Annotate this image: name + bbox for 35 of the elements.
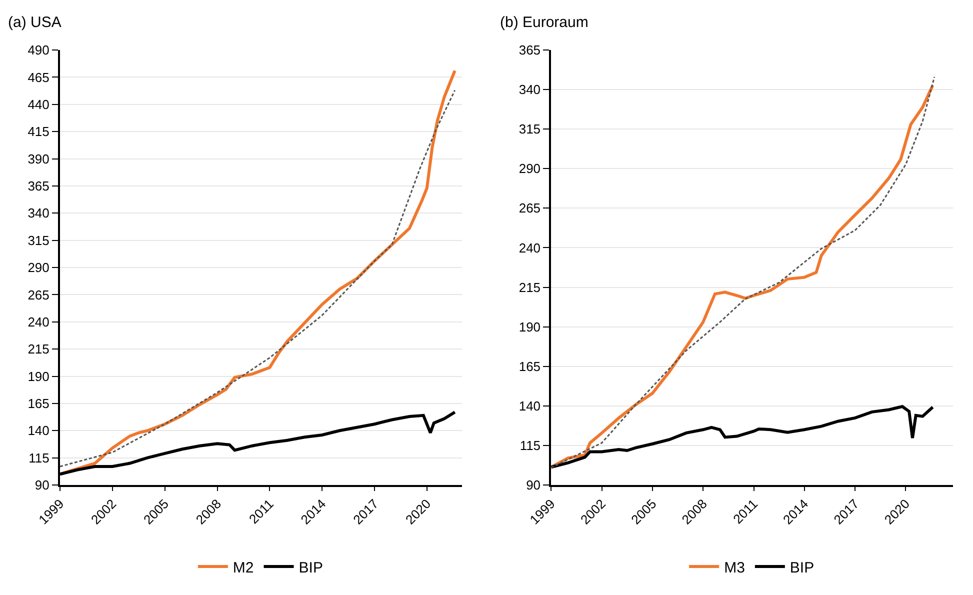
y-tick-label: 140 <box>518 398 541 414</box>
y-tick-label: 165 <box>518 358 541 374</box>
y-tick-label: 465 <box>28 70 50 85</box>
y-tick-label: 340 <box>28 206 50 221</box>
y-tick-label: 440 <box>28 96 50 112</box>
y-tick-label: 365 <box>518 42 541 58</box>
chart-title: (a) USA <box>8 14 62 31</box>
y-tick-label: 140 <box>28 423 50 438</box>
y-tick-label: 490 <box>28 42 50 58</box>
y-tick-label: 240 <box>518 240 541 256</box>
y-tick-label: 115 <box>520 438 541 453</box>
y-tick-label: 190 <box>28 368 50 384</box>
y-tick-label: 165 <box>28 396 50 411</box>
y-tick-label: 240 <box>28 314 50 330</box>
y-tick-label: 390 <box>28 151 50 166</box>
y-tick-label: 190 <box>518 319 541 334</box>
chart-title: (b) Euroraum <box>500 14 588 31</box>
legend-label: BIP <box>790 559 814 576</box>
y-tick-label: 215 <box>28 342 50 357</box>
y-tick-label: 415 <box>28 124 50 140</box>
y-tick-label: 90 <box>526 478 541 493</box>
y-tick-label: 365 <box>28 178 50 194</box>
legend-label: M2 <box>232 559 254 576</box>
y-tick-label: 315 <box>518 122 541 137</box>
y-tick-label: 315 <box>28 232 50 248</box>
y-tick-label: 290 <box>518 161 541 176</box>
y-tick-label: 265 <box>28 287 50 302</box>
y-tick-label: 340 <box>518 82 541 98</box>
y-tick-label: 265 <box>518 200 541 216</box>
y-tick-label: 290 <box>28 260 50 276</box>
y-tick-label: 90 <box>34 478 50 493</box>
legend-label: M3 <box>724 559 745 576</box>
legend-label: BIP <box>298 559 323 576</box>
y-tick-label: 215 <box>518 280 541 295</box>
y-tick-label: 115 <box>28 450 50 466</box>
